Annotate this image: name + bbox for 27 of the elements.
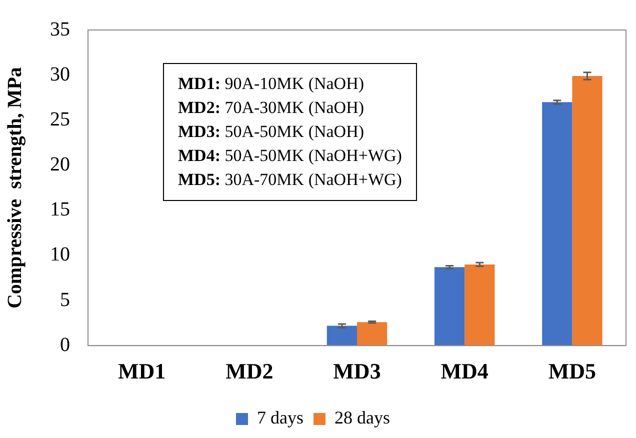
- y-tick-label: 35: [50, 18, 70, 40]
- y-tick-label: 15: [50, 198, 70, 221]
- x-tick-label: MD4: [440, 358, 488, 384]
- y-tick-label: 25: [50, 108, 70, 130]
- x-tick-label: MD2: [226, 358, 274, 384]
- legend-label: 28 days: [334, 408, 390, 428]
- y-axis-title: Compressive strength, MPa: [4, 67, 26, 309]
- bar: [326, 326, 357, 346]
- x-tick-label: MD1: [118, 358, 166, 384]
- bar: [464, 264, 495, 346]
- bar: [434, 267, 465, 346]
- bar: [542, 102, 572, 346]
- bar: [572, 76, 602, 346]
- y-tick-label: 20: [50, 154, 70, 176]
- annotation: MD3: 50A-50MK (NaOH): [178, 122, 364, 141]
- bar: [357, 322, 388, 346]
- x-tick-label: MD5: [548, 358, 596, 384]
- annotation: MD2: 70A-30MK (NaOH): [178, 98, 364, 117]
- y-tick-label: 0: [60, 334, 70, 356]
- y-tick-label: 10: [50, 244, 70, 266]
- annotation: MD5: 30A-70MK (NaOH+WG): [178, 170, 402, 189]
- legend-label: 7 days: [257, 408, 304, 428]
- annotation: MD4: 50A-50MK (NaOH+WG): [178, 146, 402, 165]
- y-tick-label: 30: [50, 63, 70, 86]
- annotation: MD1: 90A-10MK (NaOH): [178, 74, 364, 93]
- x-tick-label: MD3: [333, 358, 381, 384]
- y-tick-label: 5: [60, 288, 70, 311]
